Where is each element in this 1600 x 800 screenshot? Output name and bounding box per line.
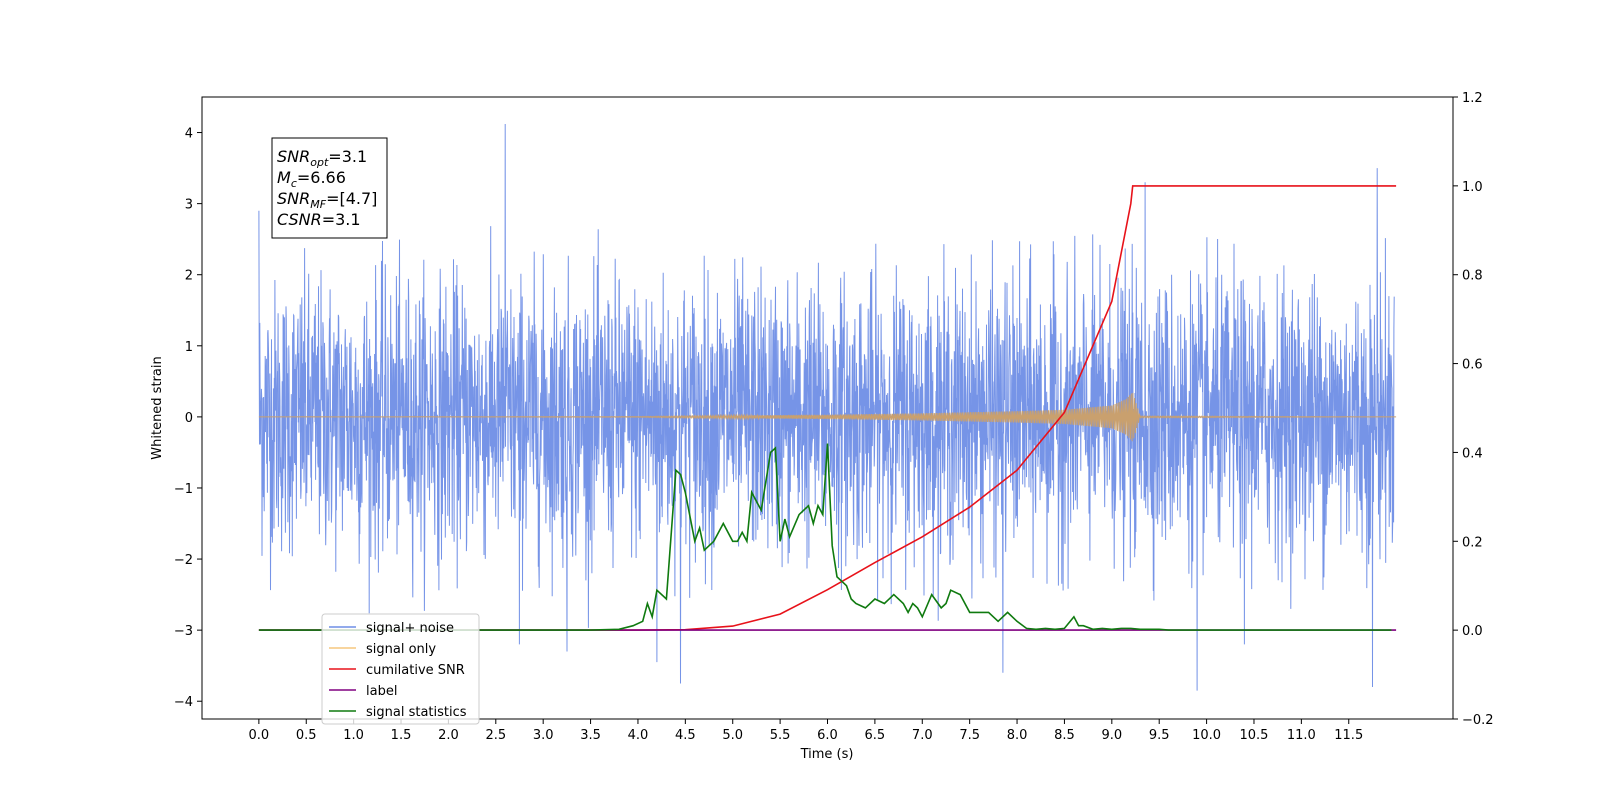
- y-right-tick-label: −0.2: [1462, 713, 1494, 728]
- legend-entry: signal+ noise: [366, 621, 454, 636]
- x-tick-label: 4.0: [628, 728, 649, 743]
- x-tick-label: 0.0: [249, 728, 270, 743]
- x-tick-label: 1.0: [343, 728, 364, 743]
- noise-trace: [258, 123, 1395, 691]
- y-right-tick-label: 0.6: [1462, 358, 1483, 373]
- axes: 0.0 0.5 1.0 1.5 2.0 2.5 3.0 3.5 4.0 4.5 5.0 5.5 6.0 6…: [174, 91, 1494, 743]
- legend: signal+ noise signal only cumilative SNR la…: [321, 613, 480, 725]
- legend-entry: signal statistics: [366, 705, 467, 720]
- line-trace: [258, 185, 1397, 631]
- x-tick-label: 4.5: [675, 728, 696, 743]
- y-right-tick-label: 1.0: [1462, 180, 1483, 195]
- x-tick-label: 5.0: [722, 728, 743, 743]
- x-tick-label: 2.0: [438, 728, 459, 743]
- y-tick-label: −3: [174, 624, 193, 639]
- y-tick-label: 3: [185, 198, 193, 213]
- y-right-tick-label: 0.4: [1462, 446, 1483, 461]
- line-trace: [258, 443, 1392, 631]
- y-tick-label: −4: [174, 695, 193, 710]
- y-tick-label: 1: [185, 340, 193, 355]
- annotation-line: Mc=6.66: [277, 168, 346, 190]
- x-tick-label: 10.5: [1240, 728, 1269, 743]
- x-tick-label: 1.5: [391, 728, 412, 743]
- y-tick-label: 4: [185, 127, 193, 142]
- x-tick-label: 10.0: [1192, 728, 1221, 743]
- series-signal-only: [258, 392, 1397, 442]
- x-tick-label: 6.5: [865, 728, 886, 743]
- series-signal-noise: [258, 123, 1395, 691]
- legend-entry: cumilative SNR: [366, 663, 465, 678]
- x-axis-label: Time (s): [800, 747, 854, 762]
- y-tick-label: 2: [185, 269, 193, 284]
- x-tick-label: 9.0: [1101, 728, 1122, 743]
- annotation-line: SNRopt=3.1: [277, 147, 367, 169]
- x-tick-label: 9.5: [1149, 728, 1170, 743]
- legend-entry: signal only: [366, 642, 436, 657]
- series-cumilative-snr: [258, 185, 1397, 631]
- x-tick-label: 2.5: [485, 728, 506, 743]
- x-tick-label: 8.0: [1007, 728, 1028, 743]
- x-tick-label: 5.5: [770, 728, 791, 743]
- y-tick-label: −2: [174, 553, 193, 568]
- legend-frame: [321, 613, 480, 725]
- x-tick-label: 3.0: [533, 728, 554, 743]
- signal-trace: [258, 392, 1397, 442]
- x-tick-label: 3.5: [580, 728, 601, 743]
- y-axis-label: Whitened strain: [150, 356, 165, 459]
- x-tick-label: 8.5: [1054, 728, 1075, 743]
- annotation-line: SNRMF=[4.7]: [277, 189, 377, 211]
- x-tick-label: 0.5: [296, 728, 317, 743]
- y-right-tick-label: 0.2: [1462, 535, 1483, 550]
- y-right-tick-label: 0.0: [1462, 624, 1483, 639]
- x-tick-label: 6.0: [817, 728, 838, 743]
- x-tick-label: 7.5: [959, 728, 980, 743]
- legend-entry: label: [366, 684, 397, 699]
- series-signal-statistics: [258, 443, 1392, 631]
- annotation-frame: [271, 137, 388, 239]
- y-tick-label: −1: [174, 482, 193, 497]
- annotation-line: CSNR=3.1: [277, 210, 361, 229]
- y-right-tick-label: 0.8: [1462, 269, 1483, 284]
- x-tick-label: 7.0: [912, 728, 933, 743]
- y-tick-label: 0: [185, 411, 193, 426]
- x-tick-label: 11.0: [1287, 728, 1316, 743]
- x-tick-label: 11.5: [1334, 728, 1363, 743]
- y-right-tick-label: 1.2: [1462, 91, 1483, 106]
